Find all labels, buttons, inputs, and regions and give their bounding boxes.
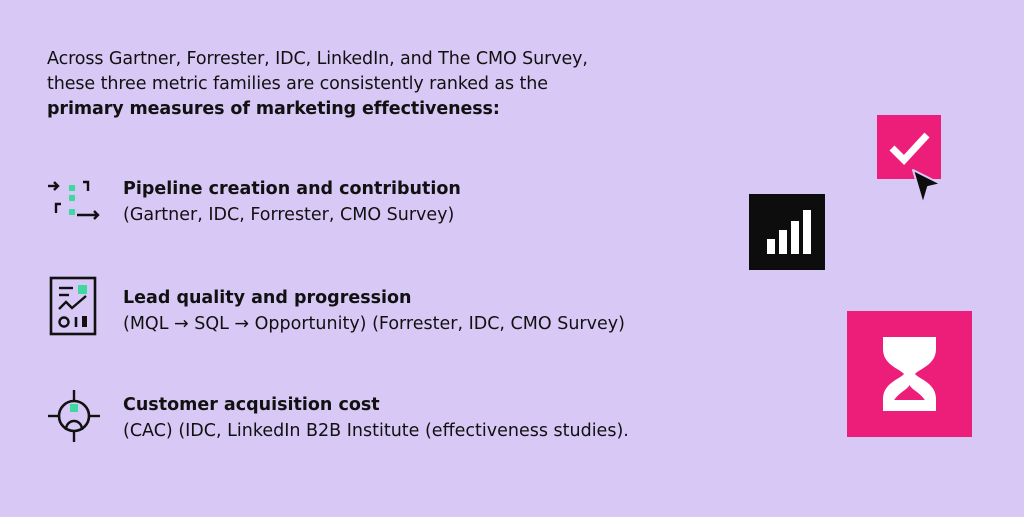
metric-item-pipeline: Pipeline creation and contribution (Gart… xyxy=(47,177,767,237)
metric-sources: (MQL → SQL → Opportunity) (Forrester, ID… xyxy=(123,314,625,334)
bar-chart-icon xyxy=(767,210,811,254)
metric-title: Pipeline creation and contribution xyxy=(123,179,461,199)
chart-card xyxy=(749,194,825,270)
metric-sources: (Gartner, IDC, Forrester, CMO Survey) xyxy=(123,205,455,225)
intro-line-1: Across Gartner, Forrester, IDC, LinkedIn… xyxy=(47,49,588,69)
intro-line-3-bold: primary measures of marketing effectiven… xyxy=(47,99,500,119)
metric-title: Customer acquisition cost xyxy=(123,395,380,415)
check-card xyxy=(877,115,941,179)
metric-title: Lead quality and progression xyxy=(123,288,412,308)
report-chart-icon xyxy=(49,276,97,336)
hourglass-card xyxy=(847,311,972,437)
hourglass-icon xyxy=(883,337,936,411)
metric-item-lead-quality: Lead quality and progression (MQL → SQL … xyxy=(47,276,767,346)
metric-sources: (CAC) (IDC, LinkedIn B2B Institute (effe… xyxy=(123,421,629,441)
intro-line-2: these three metric families are consiste… xyxy=(47,74,548,94)
target-crosshair-icon xyxy=(48,390,100,442)
pipeline-flow-icon xyxy=(48,180,100,220)
metric-item-cac: Customer acquisition cost (CAC) (IDC, Li… xyxy=(47,390,767,453)
intro-paragraph: Across Gartner, Forrester, IDC, LinkedIn… xyxy=(47,47,747,122)
mouse-cursor-icon xyxy=(912,169,942,205)
checkmark-icon xyxy=(889,132,930,166)
